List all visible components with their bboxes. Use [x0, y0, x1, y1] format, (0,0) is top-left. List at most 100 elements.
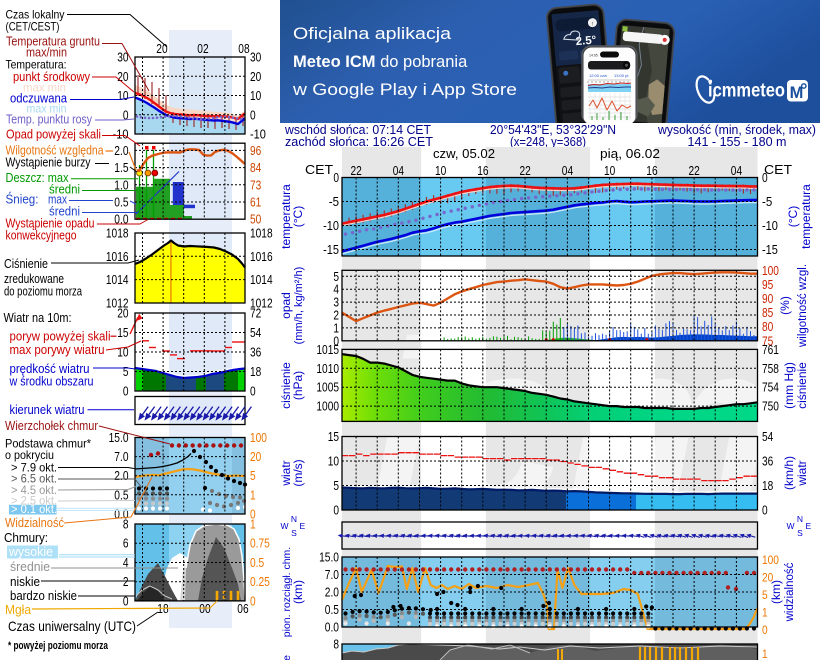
svg-text:100: 100: [762, 264, 779, 278]
svg-text:do poziomu morza: do poziomu morza: [4, 285, 82, 299]
svg-text:Czas uniwersalny (UTC): Czas uniwersalny (UTC): [8, 618, 136, 634]
svg-text:czw, 05.02: czw, 05.02: [433, 147, 495, 161]
svg-text:10: 10: [604, 164, 615, 178]
svg-text:15.0: 15.0: [319, 551, 339, 565]
svg-text:04: 04: [562, 164, 573, 178]
svg-text:73: 73: [250, 177, 261, 192]
svg-text:7.0: 7.0: [325, 568, 339, 582]
svg-text:0: 0: [762, 504, 768, 518]
svg-text:1.0: 1.0: [114, 177, 128, 192]
svg-text:max/min: max/min: [26, 46, 67, 60]
svg-text:Meteo ICM do pobrania: Meteo ICM do pobrania: [293, 53, 468, 71]
svg-text:20°54'43"E, 53°32'29"N: 20°54'43"E, 53°32'29"N: [490, 123, 616, 137]
svg-text:2.0: 2.0: [114, 143, 128, 158]
svg-text:1005: 1005: [316, 381, 339, 395]
svg-text:max porywy wiatru: max porywy wiatru: [10, 343, 105, 357]
svg-text:0: 0: [123, 384, 129, 399]
svg-text:pią, 06.02: pią, 06.02: [600, 147, 660, 161]
svg-text:1: 1: [250, 487, 256, 502]
svg-text:zachód słońca: 16:26 CET: zachód słońca: 16:26 CET: [285, 135, 433, 149]
svg-text:22: 22: [520, 164, 531, 178]
svg-text:kierunek wiatru: kierunek wiatru: [10, 403, 85, 417]
svg-text:04: 04: [393, 164, 404, 178]
svg-text:Chmury:: Chmury:: [4, 531, 48, 545]
svg-text:widzialność: widzialność: [784, 562, 796, 622]
svg-text:750: 750: [762, 400, 779, 414]
svg-text:-5: -5: [762, 195, 772, 209]
svg-text:Wystąpienie opadu: Wystąpienie opadu: [6, 217, 95, 231]
svg-text:wschód słońca: 07:14 CET: wschód słońca: 07:14 CET: [284, 123, 431, 137]
svg-text:W: W: [786, 521, 794, 531]
svg-text:100: 100: [762, 553, 779, 567]
svg-text:pion. rozciągł. chm.: pion. rozciągł. chm.: [281, 547, 293, 637]
svg-text:w środku obszaru: w środku obszaru: [9, 375, 94, 389]
svg-text:0: 0: [250, 507, 256, 522]
svg-text:141 - 155 - 180 m: 141 - 155 - 180 m: [688, 135, 787, 149]
svg-text:-10: -10: [762, 219, 778, 233]
svg-text:N: N: [797, 514, 803, 524]
svg-text:8: 8: [333, 638, 339, 652]
svg-text:max: max: [48, 193, 68, 207]
svg-text:0.25: 0.25: [250, 574, 270, 589]
svg-text:50: 50: [250, 212, 261, 227]
svg-text:20: 20: [250, 69, 261, 84]
svg-text:08: 08: [238, 41, 249, 56]
svg-text:5: 5: [123, 364, 129, 379]
svg-text:1: 1: [250, 517, 256, 532]
svg-text:1016: 1016: [250, 249, 273, 264]
svg-text:13:00 pt: 13:00 pt: [614, 73, 629, 78]
svg-text:14:05: 14:05: [589, 54, 598, 58]
svg-text:7.0: 7.0: [114, 449, 128, 464]
svg-text:> 6.5 okt.: > 6.5 okt.: [11, 472, 57, 486]
svg-text:opad: opad: [279, 292, 293, 319]
svg-text:max min: max min: [23, 81, 66, 95]
svg-text:22: 22: [689, 164, 700, 178]
svg-text:Widzialność: Widzialność: [5, 515, 64, 530]
svg-text:10: 10: [117, 88, 128, 103]
svg-text:Śnieg:: Śnieg:: [6, 192, 39, 207]
svg-text:1018: 1018: [250, 226, 273, 241]
svg-text:85: 85: [762, 306, 773, 320]
svg-text:0.5: 0.5: [114, 487, 128, 502]
svg-text:0.0: 0.0: [325, 621, 339, 635]
svg-text:poryw powyżej skali: poryw powyżej skali: [10, 330, 111, 344]
svg-text:0: 0: [333, 171, 339, 185]
svg-text:prędkość wiatru: prędkość wiatru: [10, 362, 90, 376]
svg-text:30: 30: [117, 50, 128, 65]
svg-text:20: 20: [156, 41, 167, 56]
svg-text:4: 4: [123, 555, 129, 570]
svg-text:0.5: 0.5: [250, 555, 264, 570]
svg-text:(mm/h, kg/m²/h): (mm/h, kg/m²/h): [293, 267, 305, 345]
svg-text:18: 18: [250, 364, 261, 379]
svg-text:wilgotność wzgl.: wilgotność wzgl.: [797, 264, 809, 348]
svg-text:0: 0: [123, 593, 129, 608]
svg-text:temperatura: temperatura: [799, 184, 813, 249]
svg-text:18: 18: [762, 479, 773, 493]
svg-text:2: 2: [333, 309, 339, 323]
svg-text:icmmeteo: icmmeteo: [708, 80, 785, 102]
svg-text:temperatura: temperatura: [279, 184, 293, 249]
svg-text:S: S: [291, 528, 297, 538]
svg-text:758: 758: [762, 362, 779, 376]
svg-text:54: 54: [250, 325, 261, 340]
svg-text:0: 0: [123, 107, 129, 122]
svg-text:Oficjalna aplikacja: Oficjalna aplikacja: [293, 25, 452, 43]
svg-text:1014: 1014: [250, 272, 273, 287]
svg-text:Wystąpienie burzy: Wystąpienie burzy: [6, 156, 92, 170]
svg-text:> 7.9 okt.: > 7.9 okt.: [11, 461, 57, 475]
svg-text:54: 54: [762, 430, 773, 444]
svg-text:3: 3: [333, 296, 339, 310]
svg-text:bardzo niskie: bardzo niskie: [10, 588, 77, 603]
svg-text:Opad powyżej skali: Opad powyżej skali: [6, 128, 101, 142]
svg-text:10: 10: [328, 455, 339, 469]
svg-text:Deszcz: max: Deszcz: max: [6, 171, 70, 185]
svg-text:20: 20: [762, 571, 774, 585]
svg-text:72: 72: [250, 306, 261, 321]
svg-text:Mgła: Mgła: [5, 602, 32, 617]
svg-text:2.5°: 2.5°: [575, 34, 597, 48]
svg-text:100: 100: [250, 430, 267, 445]
svg-text:odczuwana: odczuwana: [10, 92, 67, 106]
svg-text:(x=248, y=368): (x=248, y=368): [510, 135, 586, 149]
svg-text:ciśnienie: ciśnienie: [279, 362, 293, 409]
svg-text:M: M: [790, 84, 804, 102]
